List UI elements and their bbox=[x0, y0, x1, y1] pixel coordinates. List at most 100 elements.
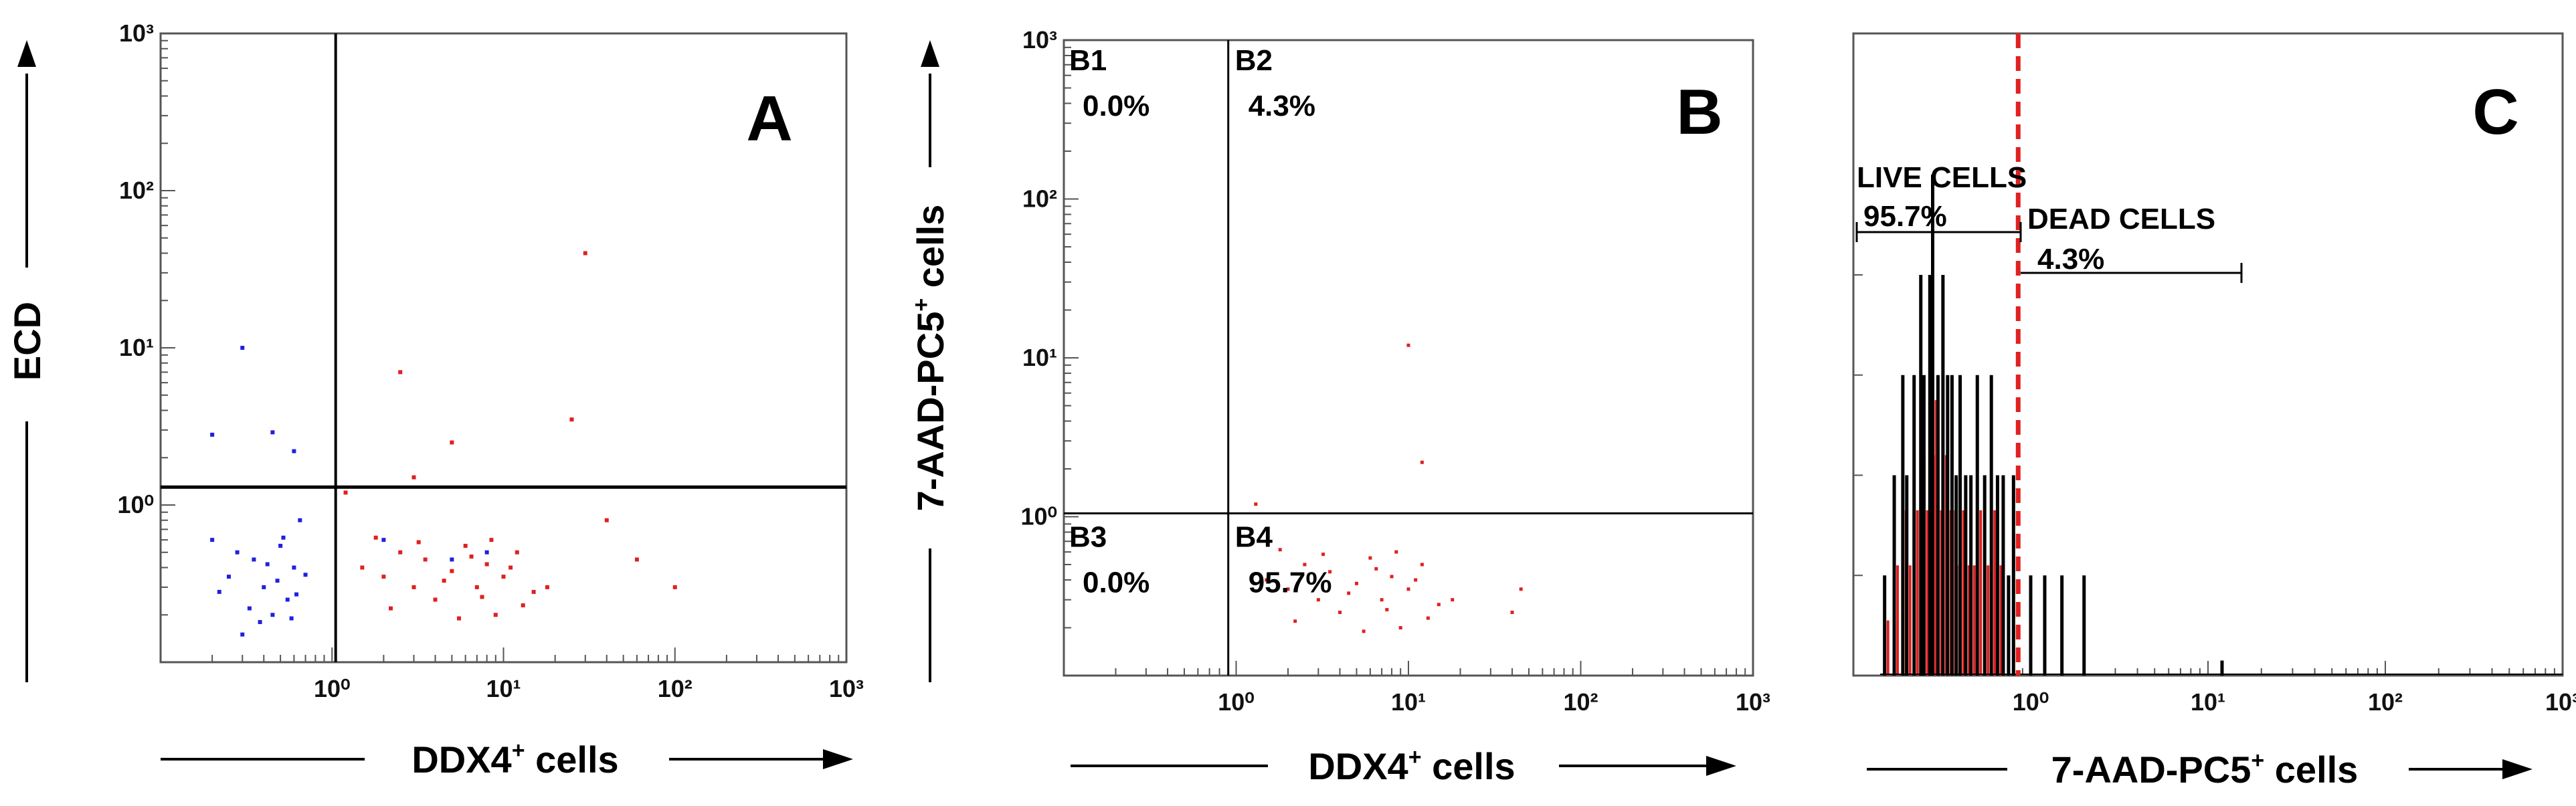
panel-a-point bbox=[262, 585, 266, 589]
panel-b-quadrant-labels: B1 0.0% B2 4.3% B3 0.0% B4 95.7% bbox=[1069, 44, 1331, 599]
panel-a-point bbox=[569, 417, 574, 422]
panel-b-point bbox=[1390, 575, 1394, 579]
panel-a-point bbox=[275, 579, 280, 583]
panel-b-x-ticks: 10⁰ 10¹ 10² 10³ bbox=[1063, 661, 1770, 716]
panel-c-x-tick-label: 10³ bbox=[2545, 688, 2576, 716]
panel-a-x-tick-label: 10² bbox=[658, 675, 693, 702]
panel-b-point bbox=[1406, 343, 1410, 347]
panel-b-point bbox=[1451, 598, 1455, 602]
panel-a-x-ticks: 10⁰ 10¹ 10² 10³ bbox=[160, 647, 864, 702]
panel-a-point bbox=[583, 251, 587, 256]
quadrant-b3-label: B3 bbox=[1069, 520, 1107, 553]
quadrant-b1-value: 0.0% bbox=[1083, 90, 1149, 122]
panel-a-point bbox=[463, 544, 468, 548]
panel-c-x-title: 7-AAD-PC5+ cells bbox=[1867, 748, 2533, 791]
panel-a-y-tick-label: 10⁰ bbox=[118, 491, 154, 518]
panel-b-point bbox=[1374, 567, 1378, 571]
panel-b-points bbox=[1254, 343, 1523, 633]
panel-a-point bbox=[303, 573, 308, 577]
panel-a: 10⁰ 10¹ 10² 10³ 10⁰ 10¹ 10² 10³ A ECD DDX4+ ce… bbox=[6, 19, 864, 781]
panel-b-point bbox=[1293, 619, 1297, 623]
panel-b-point bbox=[1394, 550, 1398, 554]
panel-a-frame bbox=[159, 32, 848, 664]
panel-b-point bbox=[1406, 587, 1410, 591]
panel-a-point bbox=[450, 440, 454, 445]
panel-a-point bbox=[360, 565, 365, 570]
quadrant-b1-label: B1 bbox=[1069, 44, 1107, 77]
panel-a-points bbox=[210, 251, 677, 637]
panel-b-point bbox=[1265, 578, 1269, 582]
panel-b-letter: B bbox=[1676, 76, 1722, 148]
svg-text:7-AAD-PC5+ cells: 7-AAD-PC5+ cells bbox=[909, 205, 951, 512]
panel-b-x-tick-label: 10⁰ bbox=[1218, 688, 1254, 716]
panel-a-point bbox=[278, 544, 283, 548]
panel-a-point bbox=[398, 550, 403, 555]
panel-b-point bbox=[1316, 598, 1320, 602]
panel-a-point bbox=[484, 550, 489, 555]
panel-a-y-tick-label: 10¹ bbox=[119, 334, 154, 361]
panel-a-point bbox=[381, 575, 386, 579]
panel-a-x-tick-label: 10¹ bbox=[486, 675, 521, 702]
panel-a-point bbox=[373, 535, 378, 540]
panel-a-point bbox=[270, 613, 275, 617]
panel-a-point bbox=[398, 370, 403, 375]
quadrant-b2-value: 4.3% bbox=[1249, 90, 1315, 122]
panel-c-letter: C bbox=[2472, 76, 2518, 148]
panel-a-point bbox=[294, 592, 299, 597]
panel-b-point bbox=[1519, 587, 1523, 591]
panel-b-point bbox=[1278, 548, 1282, 552]
panel-a-point bbox=[423, 557, 428, 562]
panel-a-point bbox=[433, 597, 438, 602]
panel-a-point bbox=[604, 518, 609, 522]
panel-b-x-tick-label: 10¹ bbox=[1391, 688, 1426, 716]
panel-b-point bbox=[1426, 616, 1430, 620]
panel-a-point bbox=[258, 620, 262, 625]
panel-a-y-tick-label: 10³ bbox=[119, 19, 154, 47]
panel-b-y-tick-label: 10² bbox=[1022, 185, 1057, 213]
panel-a-point bbox=[450, 569, 454, 573]
panel-b-point bbox=[1362, 629, 1366, 633]
panel-a-point bbox=[480, 595, 484, 599]
panel-a-point bbox=[531, 589, 536, 594]
quadrant-b4-value: 95.7% bbox=[1249, 566, 1332, 599]
panel-b-point bbox=[1368, 556, 1372, 560]
panel-b-point bbox=[1385, 607, 1389, 611]
panel-a-point bbox=[240, 346, 245, 350]
panel-b-point bbox=[1380, 598, 1384, 602]
panel-c-x-tick-label: 10² bbox=[2368, 688, 2403, 716]
quadrant-b2-label: B2 bbox=[1235, 44, 1273, 77]
panel-a-point bbox=[270, 430, 275, 435]
panel-a-point bbox=[411, 585, 416, 589]
panel-a-point bbox=[252, 557, 256, 562]
svg-text:7-AAD-PC5+ cells: 7-AAD-PC5+ cells bbox=[2051, 748, 2359, 791]
panel-a-point bbox=[298, 518, 302, 522]
svg-text:ECD: ECD bbox=[6, 302, 48, 381]
panel-b-x-title: DDX4+ cells bbox=[1071, 744, 1736, 787]
panel-a-point bbox=[411, 475, 416, 480]
panel-a-point bbox=[343, 490, 348, 495]
live-cells-value: 95.7% bbox=[1863, 200, 1947, 233]
panel-a-point bbox=[240, 632, 245, 637]
panel-b-x-tick-label: 10³ bbox=[1736, 688, 1770, 716]
panel-a-point bbox=[381, 538, 386, 542]
panel-a-point bbox=[489, 538, 494, 542]
panel-a-point bbox=[226, 575, 231, 579]
panel-b-point bbox=[1254, 502, 1258, 506]
panel-b-point bbox=[1347, 591, 1351, 595]
panel-a-point bbox=[469, 555, 474, 559]
panel-b: 10⁰ 10¹ 10² 10³ 10⁰ 10¹ 10² 10³ B1 0.0% B2 4.3% B3… bbox=[909, 26, 1770, 787]
panel-a-point bbox=[442, 579, 446, 583]
panel-a-point bbox=[634, 557, 639, 562]
panel-a-y-ticks: 10⁰ 10¹ 10² 10³ bbox=[118, 19, 175, 663]
panel-a-point bbox=[521, 603, 525, 607]
panel-a-point bbox=[672, 585, 677, 589]
quadrant-b4-label: B4 bbox=[1235, 520, 1273, 553]
panel-b-frame bbox=[1063, 39, 1754, 677]
svg-text:DDX4+ cells: DDX4+ cells bbox=[411, 738, 618, 781]
panel-a-point bbox=[456, 616, 461, 621]
panel-b-y-tick-label: 10⁰ bbox=[1021, 503, 1057, 530]
panel-b-point bbox=[1510, 610, 1514, 614]
panel-b-point bbox=[1398, 626, 1402, 630]
panel-c-histogram bbox=[1880, 175, 2563, 676]
